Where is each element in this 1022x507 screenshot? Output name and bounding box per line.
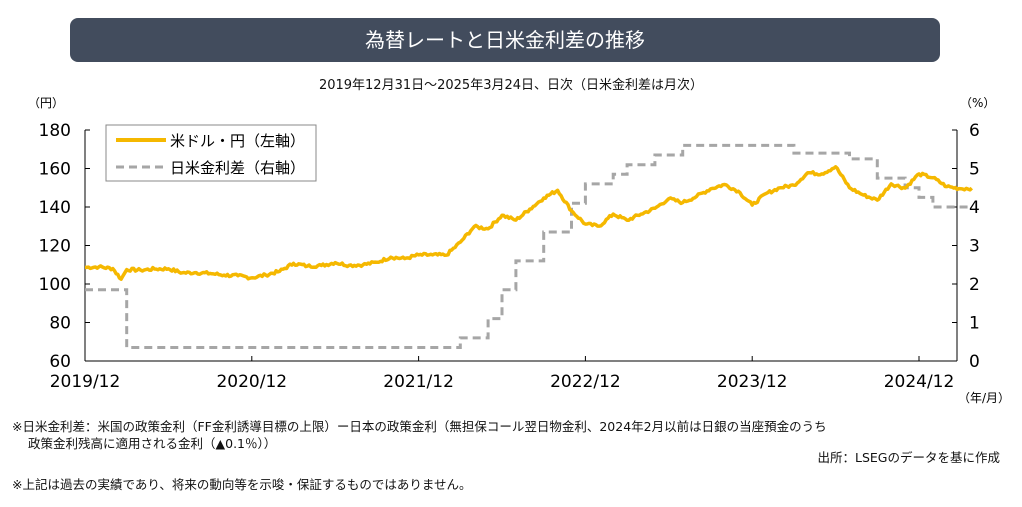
right-tick-label: 4	[969, 198, 980, 218]
chart-title: 為替レートと日米金利差の推移	[70, 18, 940, 62]
note-rate-diff-definition-cont: 政策金利残高に適用される金利（▲0.1％））	[28, 436, 277, 451]
legend: 米ドル・円（左軸） 日米金利差（右軸）	[105, 124, 317, 182]
legend-label-usdjpy: 米ドル・円（左軸）	[170, 132, 305, 150]
right-tick-label: 5	[969, 160, 980, 180]
left-tick-label: 140	[39, 198, 71, 218]
note-rate-diff-definition: ※日米金利差：米国の政策金利（FF金利誘導目標の上限）ー日本の政策金利（無担保コ…	[12, 419, 827, 434]
left-tick-label: 120	[39, 237, 71, 257]
right-tick-label: 3	[969, 237, 980, 257]
left-axis-unit: （円）	[28, 96, 64, 110]
right-tick-label: 2	[969, 275, 980, 295]
chart: 60 80 100 120 140 160 180 0 1 2 3 4 5 6 2019/12 2020/12…	[28, 96, 1010, 405]
right-tick-label: 0	[969, 352, 980, 372]
x-tick-label: 2023/12	[717, 372, 788, 392]
left-tick-label: 160	[39, 160, 71, 180]
right-axis-unit: （%）	[960, 96, 995, 110]
left-tick-label: 60	[49, 352, 71, 372]
right-tick-label: 6	[969, 121, 980, 141]
right-tick-label: 1	[969, 314, 980, 334]
left-tick-label: 80	[49, 314, 71, 334]
series-rate-diff-line	[85, 143, 972, 349]
legend-label-rate-diff: 日米金利差（右軸）	[170, 159, 305, 177]
x-tick-label: 2019/12	[50, 372, 121, 392]
series-usdjpy-line	[84, 165, 974, 281]
x-tick-label: 2024/12	[884, 372, 955, 392]
left-tick-label: 100	[39, 275, 71, 295]
chart-subtitle: 2019年12月31日～2025年3月24日、日次（日米金利差は月次）	[318, 78, 704, 93]
x-tick-label: 2020/12	[216, 372, 287, 392]
x-axis-unit: （年/月）	[958, 391, 1010, 405]
x-tick-label: 2022/12	[550, 372, 621, 392]
left-tick-label: 180	[39, 121, 71, 141]
source-note: 出所：LSEGのデータを基に作成	[817, 450, 1000, 465]
disclaimer: ※上記は過去の実績であり、将来の動向等を示唆・保証するものではありません。	[12, 477, 472, 492]
x-tick-label: 2021/12	[383, 372, 454, 392]
